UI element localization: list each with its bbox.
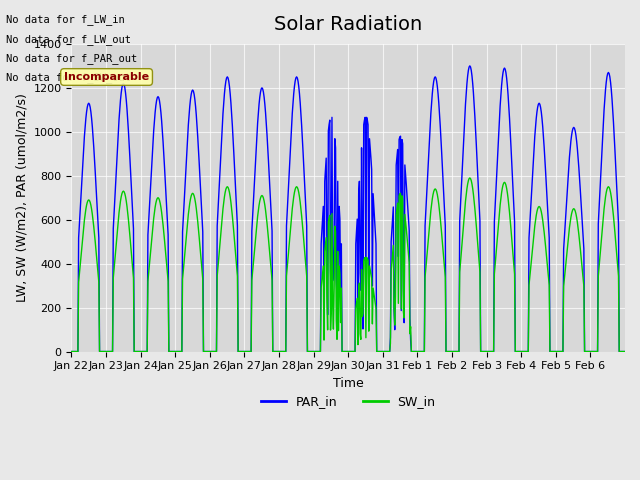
SW_in bbox=[132, 348, 140, 354]
SW_in bbox=[436, 215, 444, 221]
SW_in bbox=[621, 348, 629, 354]
X-axis label: Time: Time bbox=[333, 377, 364, 390]
SW_in bbox=[405, 260, 413, 265]
Text: No data for f_LW_out: No data for f_LW_out bbox=[6, 34, 131, 45]
Title: Solar Radiation: Solar Radiation bbox=[274, 15, 422, 34]
PAR_in bbox=[405, 228, 413, 233]
Y-axis label: LW, SW (W/m2), PAR (umol/m2/s): LW, SW (W/m2), PAR (umol/m2/s) bbox=[15, 93, 28, 302]
Text: No data for f_SW_out: No data for f_SW_out bbox=[6, 72, 131, 83]
PAR_in bbox=[436, 123, 444, 129]
Legend: PAR_in, SW_in: PAR_in, SW_in bbox=[256, 390, 440, 413]
SW_in bbox=[466, 175, 474, 181]
Text: No data for f_LW_in: No data for f_LW_in bbox=[6, 14, 125, 25]
SW_in bbox=[262, 207, 269, 213]
PAR_in bbox=[466, 63, 474, 69]
Text: Incomparable: Incomparable bbox=[64, 72, 149, 82]
Text: No data for f_PAR_out: No data for f_PAR_out bbox=[6, 53, 138, 64]
Line: PAR_in: PAR_in bbox=[72, 66, 625, 351]
PAR_in bbox=[68, 348, 76, 354]
PAR_in bbox=[621, 348, 629, 354]
Line: SW_in: SW_in bbox=[72, 178, 625, 351]
SW_in bbox=[283, 273, 291, 279]
SW_in bbox=[68, 348, 76, 354]
PAR_in bbox=[262, 110, 269, 116]
SW_in bbox=[234, 348, 242, 354]
PAR_in bbox=[283, 223, 291, 228]
PAR_in bbox=[132, 348, 140, 354]
PAR_in bbox=[234, 348, 242, 354]
